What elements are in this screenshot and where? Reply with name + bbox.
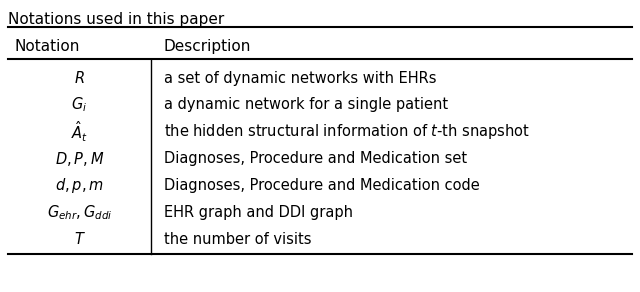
Text: $D, P, M$: $D, P, M$ (55, 150, 104, 168)
Text: Notation: Notation (14, 39, 79, 54)
Text: Notations used in this paper: Notations used in this paper (8, 11, 224, 27)
Text: a set of dynamic networks with EHRs: a set of dynamic networks with EHRs (164, 71, 436, 86)
Text: the number of visits: the number of visits (164, 232, 312, 247)
Text: Diagnoses, Procedure and Medication code: Diagnoses, Procedure and Medication code (164, 178, 479, 193)
Text: $R$: $R$ (74, 70, 85, 86)
Text: $G_i$: $G_i$ (72, 95, 88, 114)
Text: $T$: $T$ (74, 232, 85, 247)
Text: $d, p, m$: $d, p, m$ (55, 176, 104, 195)
Text: a dynamic network for a single patient: a dynamic network for a single patient (164, 98, 448, 112)
Text: the hidden structural information of $t$-th snapshot: the hidden structural information of $t$… (164, 122, 530, 141)
Text: Description: Description (164, 39, 252, 54)
Text: Diagnoses, Procedure and Medication set: Diagnoses, Procedure and Medication set (164, 151, 467, 166)
Text: $G_{ehr}, G_{ddi}$: $G_{ehr}, G_{ddi}$ (47, 203, 112, 222)
Text: $\hat{A}_t$: $\hat{A}_t$ (71, 119, 88, 144)
Text: EHR graph and DDI graph: EHR graph and DDI graph (164, 205, 353, 220)
